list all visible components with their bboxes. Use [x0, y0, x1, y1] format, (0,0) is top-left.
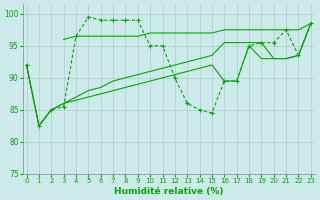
X-axis label: Humidité relative (%): Humidité relative (%) [114, 187, 223, 196]
